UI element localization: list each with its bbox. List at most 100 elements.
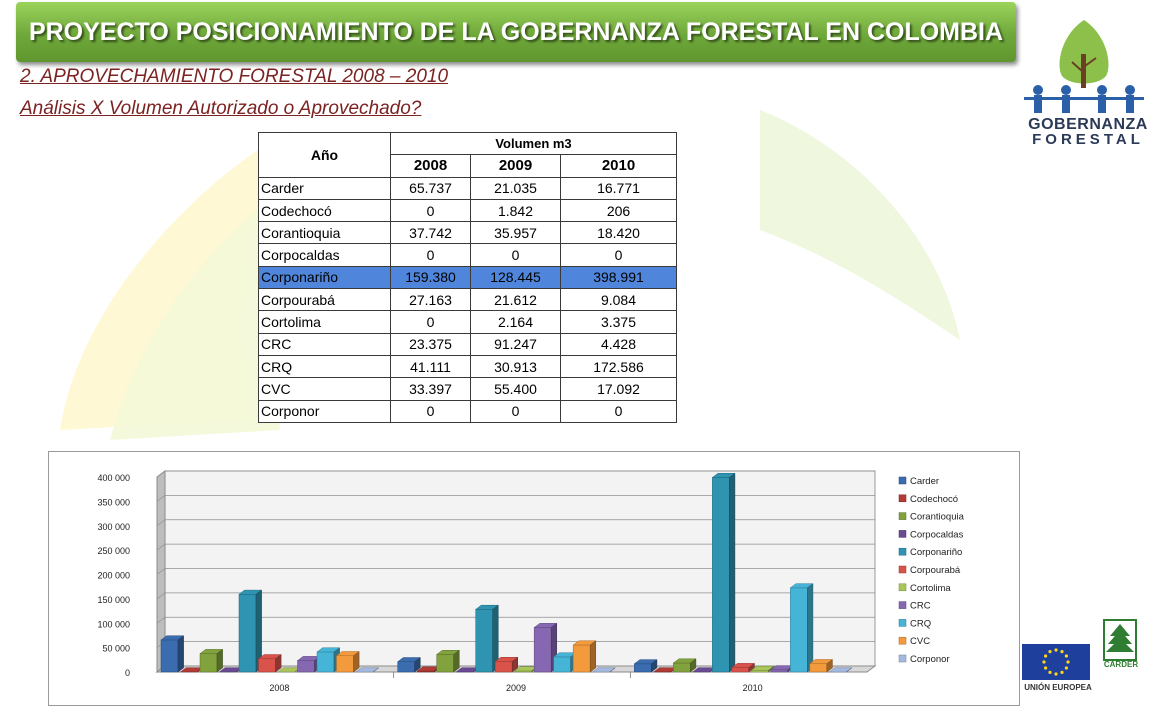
row-name: Corantioquia (258, 221, 391, 245)
row-value: 30.913 (470, 354, 561, 379)
bar-top (355, 667, 380, 673)
row-value: 27.163 (390, 288, 471, 312)
x-tick-label: 2008 (269, 683, 289, 693)
row-name: Codechocó (258, 198, 391, 223)
legend-label: Corantioquia (910, 512, 965, 523)
bar (297, 660, 315, 673)
bar (436, 654, 454, 673)
section-heading: 2. APROVECHAMIENTO FORESTAL 2008 – 2010 (20, 66, 449, 87)
legend-label: CRQ (910, 618, 931, 629)
row-value: 55.400 (470, 377, 561, 401)
table-row: Corantioquia 37.742 35.957 18.420 (258, 221, 677, 245)
carder-label: CARDER (1103, 660, 1139, 669)
eu-star (1066, 660, 1070, 664)
row-value: 33.397 (390, 377, 471, 401)
logo-text-gobernanza: GOBERNANZA (1028, 116, 1148, 133)
row-value: 17.092 (560, 377, 677, 401)
bar (533, 627, 552, 673)
legend-swatch (898, 512, 907, 520)
x-tick-label: 2009 (506, 683, 526, 693)
bar (673, 662, 691, 673)
row-value: 1.842 (470, 198, 561, 223)
bar (258, 658, 276, 673)
y-tick-label: 300 000 (97, 522, 130, 532)
bar (770, 669, 789, 673)
gridline-side (156, 616, 166, 624)
header-year: 2010 (560, 154, 677, 178)
bar (475, 609, 493, 673)
volume-table: Año Volumen m3 2008 2009 2010 Carder 65.7… (258, 131, 677, 423)
bar (238, 594, 257, 673)
y-tick-label: 50 000 (102, 644, 130, 654)
eu-star (1048, 650, 1052, 654)
row-value: 9.084 (560, 288, 677, 312)
row-value: 91.247 (470, 332, 561, 356)
table-row: Carder 65.737 21.035 16.771 (258, 176, 677, 200)
gridline-side (156, 592, 166, 600)
eu-star (1054, 648, 1058, 652)
table-row: Corponor 0 0 0 (258, 399, 677, 423)
table-row: Corponariño 159.380 128.445 398.991 (258, 265, 677, 290)
row-value: 2.164 (470, 310, 561, 334)
eu-star (1064, 654, 1068, 658)
row-name: Corponariño (258, 265, 391, 290)
carder-logo (1103, 619, 1137, 661)
bar-side (275, 654, 282, 673)
row-value: 206 (560, 198, 677, 223)
row-value: 0 (470, 243, 561, 267)
bar-side (826, 658, 833, 673)
y-tick-label: 150 000 (97, 595, 130, 605)
bar-side (453, 649, 460, 673)
bar-side (511, 656, 519, 673)
bar (199, 653, 218, 673)
bar-side (807, 583, 814, 673)
bar (712, 477, 730, 673)
bar-side (589, 640, 597, 673)
row-name: CRC (258, 332, 391, 356)
row-value: 172.586 (560, 354, 677, 379)
legend-label: Codechocó (910, 494, 958, 505)
table-row: CRC 23.375 91.247 4.428 (258, 332, 677, 356)
row-name: Corpourabá (258, 288, 391, 312)
legend-swatch (898, 530, 907, 538)
y-tick-label: 100 000 (97, 619, 130, 629)
legend-label: CVC (910, 636, 930, 647)
row-name: Corponor (258, 399, 391, 423)
row-value: 3.375 (560, 310, 677, 334)
row-value: 37.742 (390, 221, 471, 245)
row-value: 398.991 (560, 265, 677, 290)
table-row: CRQ 41.111 30.913 172.586 (258, 354, 677, 379)
header-volumen: Volumen m3 (390, 131, 677, 156)
legend-swatch (898, 565, 907, 574)
row-value: 4.428 (560, 332, 677, 356)
bar-top (591, 667, 617, 673)
bar (572, 644, 591, 673)
row-name: Corpocaldas (258, 243, 391, 267)
legend-label: Cortolima (910, 583, 951, 594)
header-year: 2009 (470, 154, 561, 178)
legend-swatch (898, 583, 907, 592)
legend-swatch (898, 494, 907, 503)
row-value: 35.957 (470, 221, 561, 245)
row-value: 0 (390, 243, 471, 267)
bar-side (353, 651, 360, 673)
legend-swatch (898, 601, 907, 609)
bar (160, 639, 179, 673)
bar-chart-frame: 0 50 000 100 000 150 000 200 000 250 000 300 0… (48, 451, 1020, 706)
legend-swatch (898, 547, 907, 556)
table-row: Corpourabá 27.163 21.612 9.084 (258, 288, 677, 312)
eu-star (1060, 670, 1064, 674)
x-tick-label: 2010 (743, 683, 763, 693)
y-tick-label: 400 000 (97, 473, 130, 483)
bar (634, 663, 652, 673)
eu-star (1060, 650, 1064, 654)
gridline-side (156, 543, 166, 551)
row-value: 0 (560, 243, 677, 267)
bar-top (828, 667, 853, 673)
header-year: 2008 (390, 154, 471, 178)
bar (316, 651, 335, 673)
bar-side (651, 659, 658, 673)
bar-side (177, 635, 184, 673)
gridline-side (156, 568, 166, 575)
table-row: CVC 33.397 55.400 17.092 (258, 377, 677, 401)
